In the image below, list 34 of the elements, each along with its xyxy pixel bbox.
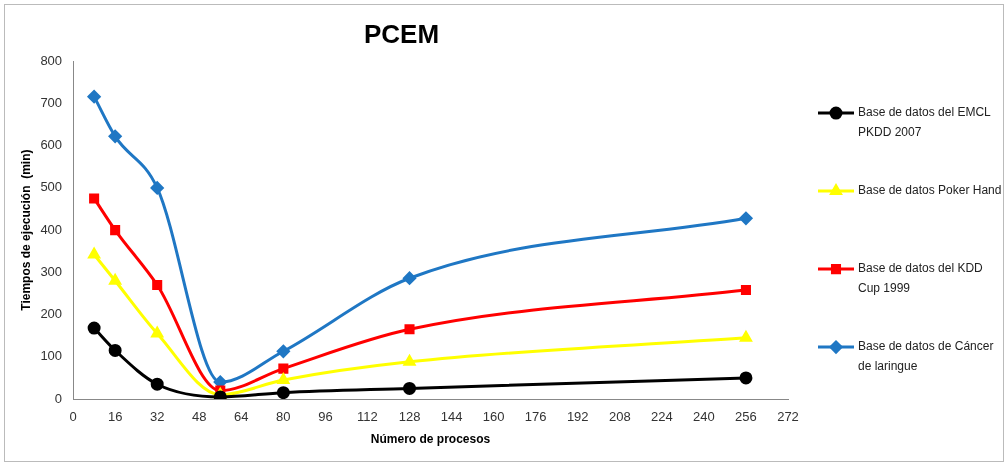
y-tick-label: 700 bbox=[40, 95, 63, 110]
x-tick-label: 48 bbox=[192, 409, 207, 425]
x-axis-title: Número de procesos bbox=[370, 432, 491, 447]
legend-label: Base de datos del KDD Cup 1999 bbox=[858, 261, 984, 296]
y-tick-label: 500 bbox=[40, 179, 63, 195]
x-tick-label: 0 bbox=[69, 409, 77, 425]
x-tick-label: 16 bbox=[107, 409, 123, 425]
x-tick-label: 80 bbox=[276, 409, 291, 425]
x-tick-label: 160 bbox=[482, 409, 505, 425]
x-tick-label: 96 bbox=[318, 409, 333, 425]
y-axis-title: Tiempos de ejecución (min) bbox=[18, 149, 33, 311]
y-tick-label: 100 bbox=[40, 348, 63, 364]
x-tick-label: 272 bbox=[777, 409, 799, 425]
x-tick-label: 128 bbox=[398, 409, 421, 425]
x-tick-label: 240 bbox=[693, 409, 715, 425]
x-tick-label: 208 bbox=[608, 409, 631, 425]
x-tick-label: 192 bbox=[566, 409, 589, 425]
x-tick-label: 176 bbox=[524, 409, 547, 425]
y-tick-label: 400 bbox=[40, 221, 63, 237]
x-tick-label: 224 bbox=[650, 409, 673, 425]
x-tick-label: 112 bbox=[357, 409, 378, 425]
legend-label: Base de datos de Cáncer de laringue bbox=[858, 339, 994, 374]
y-tick-label: 600 bbox=[40, 137, 63, 153]
x-tick-label: 256 bbox=[735, 409, 757, 425]
y-tick-label: 0 bbox=[54, 390, 63, 406]
y-tick-label: 200 bbox=[40, 306, 63, 322]
legend-label: Base de datos Poker Hand bbox=[858, 183, 1002, 198]
y-tick-label: 300 bbox=[40, 263, 63, 279]
legend-label: Base de datos del EMCL PKDD 2007 bbox=[858, 105, 992, 140]
x-tick-label: 32 bbox=[149, 409, 165, 425]
y-tick-label: 800 bbox=[40, 52, 63, 68]
x-tick-label: 144 bbox=[440, 409, 463, 425]
x-tick-label: 64 bbox=[234, 409, 249, 425]
chart-title: PCEM bbox=[363, 18, 440, 49]
